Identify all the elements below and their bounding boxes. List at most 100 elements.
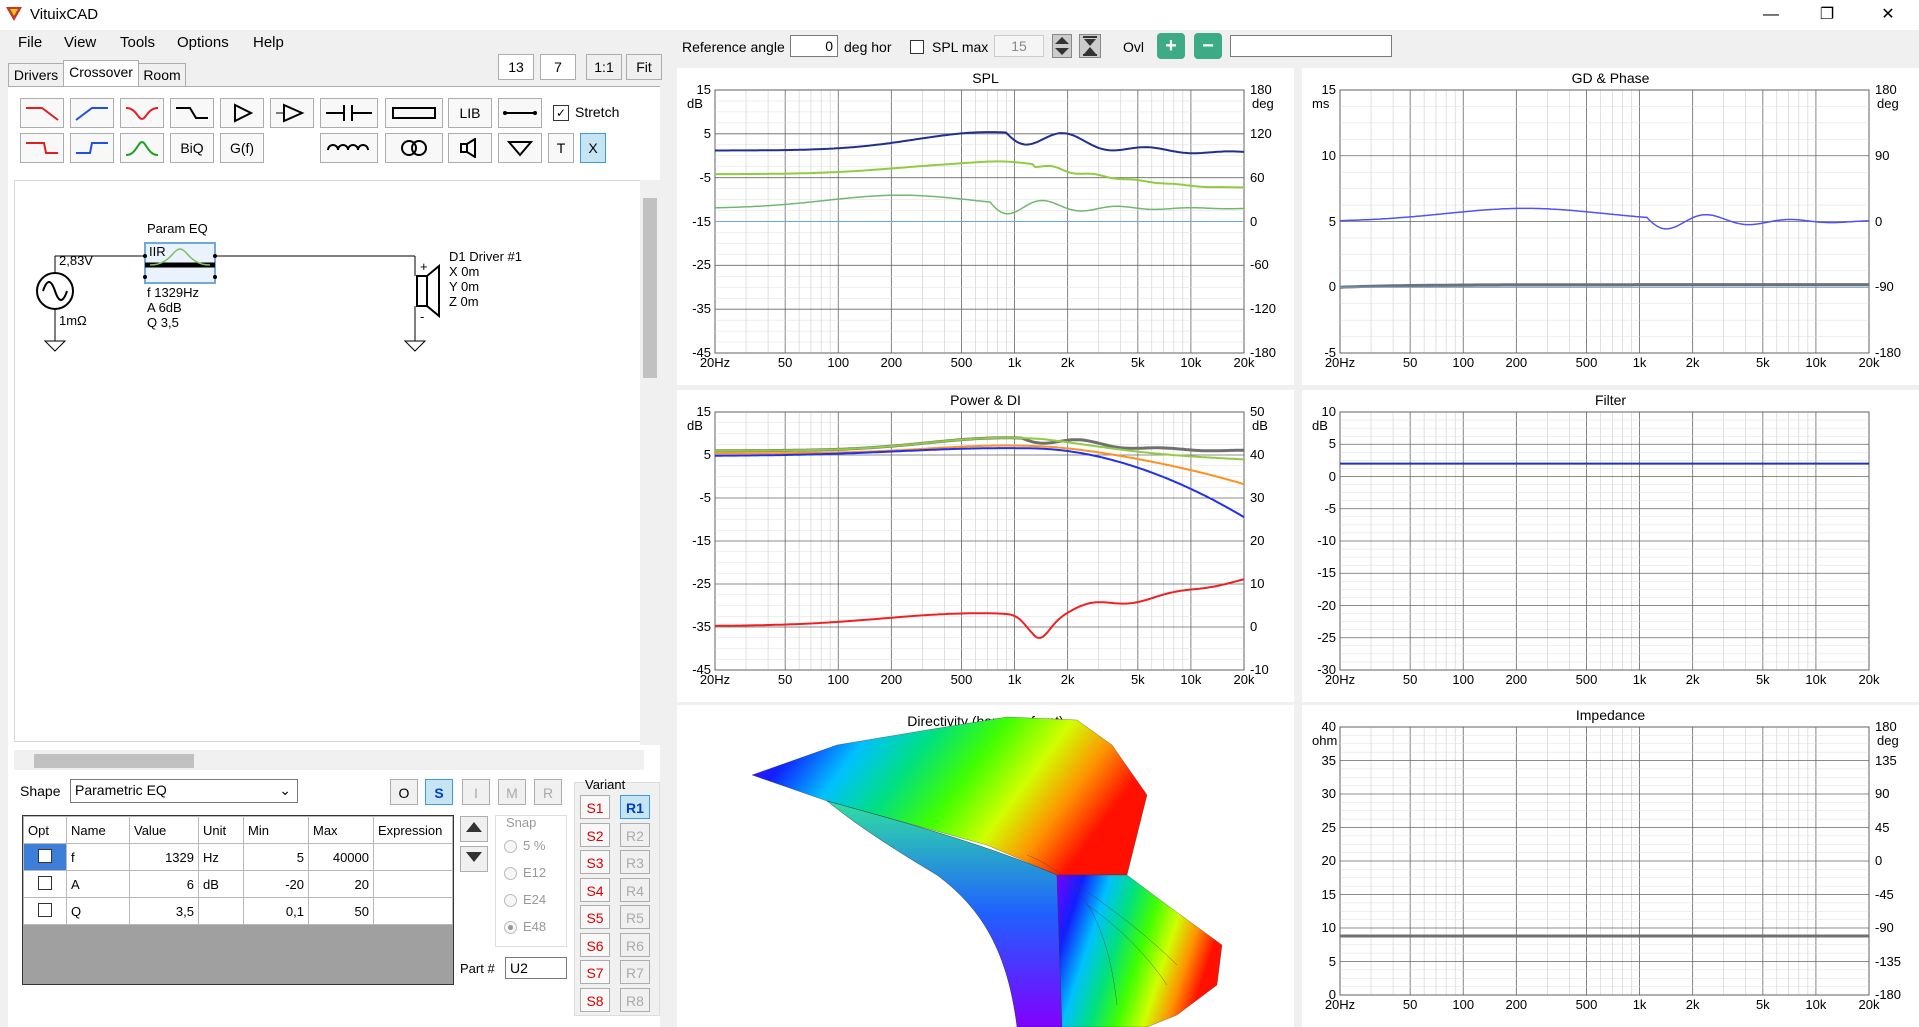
inductor-tool[interactable] <box>320 133 378 163</box>
bandpass-green-tool[interactable] <box>120 133 164 163</box>
table-row[interactable]: Q 3,5 0,1 50 <box>23 897 453 925</box>
move-down-button[interactable] <box>460 846 488 872</box>
zoom-fit-button[interactable]: Fit <box>626 54 662 80</box>
lowpass2-red-tool[interactable] <box>20 133 64 163</box>
r-button[interactable]: R <box>534 779 562 805</box>
param-min[interactable]: -20 <box>243 870 309 898</box>
highpass-blue-tool[interactable] <box>70 98 114 128</box>
cross-tool[interactable]: X <box>580 133 606 163</box>
table-row[interactable]: f 1329 Hz 5 40000 <box>23 843 453 871</box>
part-number-input[interactable]: U2 <box>505 957 567 979</box>
spl-max-checkbox[interactable] <box>910 40 924 54</box>
variant-r5-button[interactable]: R5 <box>620 905 650 929</box>
opt-checkbox[interactable] <box>38 848 52 863</box>
variant-r4-button[interactable]: R4 <box>620 877 650 902</box>
variant-s2-button[interactable]: S2 <box>580 822 610 847</box>
variant-r2-button[interactable]: R2 <box>620 822 650 847</box>
param-value[interactable]: 6 <box>129 870 199 898</box>
i-button[interactable]: I <box>462 779 490 805</box>
driver-name-label[interactable]: D1 Driver #1 <box>449 249 522 264</box>
snap-option-e48[interactable]: E48 <box>504 919 546 935</box>
menu-help[interactable]: Help <box>253 34 284 51</box>
spl-max-reset-icon[interactable] <box>1079 34 1101 58</box>
m-button[interactable]: M <box>498 779 526 805</box>
schematic-canvas[interactable]: 2,83V 1mΩ Param EQ IIR f 1329Hz A 6dB Q … <box>14 180 646 742</box>
transformer-tool[interactable] <box>385 133 443 163</box>
overlay-input[interactable] <box>1230 35 1392 57</box>
peq-title-label[interactable]: Param EQ <box>147 221 208 236</box>
reference-angle-input[interactable]: 0 <box>790 35 838 57</box>
remove-overlay-button[interactable]: − <box>1194 33 1222 59</box>
param-min[interactable]: 0,1 <box>243 897 309 925</box>
ground-tool[interactable] <box>498 133 542 163</box>
snap-option-5pct[interactable]: 5 % <box>504 838 545 854</box>
biquad-button[interactable]: BiQ <box>170 133 214 163</box>
zoom-13-input[interactable]: 13 <box>498 54 534 80</box>
variant-s1-button[interactable]: S1 <box>580 795 610 819</box>
menu-view[interactable]: View <box>64 34 97 51</box>
spl-max-input[interactable]: 15 <box>994 35 1044 57</box>
opamp-tool[interactable] <box>270 98 314 128</box>
variant-r3-button[interactable]: R3 <box>620 850 650 874</box>
stretch-checkbox[interactable]: ✓ <box>553 105 569 121</box>
variant-s8-button[interactable]: S8 <box>580 987 610 1012</box>
param-value[interactable]: 1329 <box>129 843 199 871</box>
param-expression[interactable] <box>373 870 453 898</box>
power-plot[interactable] <box>677 390 1294 702</box>
zoom-7-input[interactable]: 7 <box>540 54 576 80</box>
zoom-1to1-button[interactable]: 1:1 <box>586 54 622 80</box>
move-up-button[interactable] <box>460 816 488 842</box>
variant-r6-button[interactable]: R6 <box>620 932 650 957</box>
o-button[interactable]: O <box>390 779 418 805</box>
variant-s3-button[interactable]: S3 <box>580 850 610 874</box>
variant-r7-button[interactable]: R7 <box>620 960 650 984</box>
speaker-tool[interactable] <box>448 133 492 163</box>
lowpass-red-tool[interactable] <box>20 98 64 128</box>
snap-option-e24[interactable]: E24 <box>504 892 546 908</box>
tab-drivers[interactable]: Drivers <box>8 63 64 86</box>
variant-s6-button[interactable]: S6 <box>580 932 610 957</box>
param-min[interactable]: 5 <box>243 843 309 871</box>
menu-tools[interactable]: Tools <box>120 34 156 51</box>
bandstop-red-tool[interactable] <box>120 98 164 128</box>
variant-r1-button[interactable]: R1 <box>620 795 650 819</box>
variant-s5-button[interactable]: S5 <box>580 905 610 929</box>
param-max[interactable]: 50 <box>308 897 374 925</box>
opt-checkbox[interactable] <box>38 902 52 917</box>
param-expression[interactable] <box>373 843 453 871</box>
filter-plot[interactable] <box>1302 390 1919 702</box>
s-button[interactable]: S <box>425 779 453 805</box>
snap-option-e12[interactable]: E12 <box>504 865 546 881</box>
library-button[interactable]: LIB <box>448 98 492 128</box>
capacitor-tool[interactable] <box>320 98 378 128</box>
close-button[interactable]: ✕ <box>1881 6 1895 23</box>
tab-room[interactable]: Room <box>138 63 186 86</box>
imp-plot[interactable] <box>1302 705 1919 1027</box>
param-value[interactable]: 3,5 <box>129 897 199 925</box>
tab-crossover[interactable]: Crossover <box>63 60 139 86</box>
shelf-tool[interactable] <box>170 98 214 128</box>
highpass2-blue-tool[interactable] <box>70 133 114 163</box>
variant-r8-button[interactable]: R8 <box>620 987 650 1012</box>
gd-plot[interactable] <box>1302 68 1919 385</box>
transfer-function-button[interactable]: G(f) <box>220 133 264 163</box>
opt-checkbox[interactable] <box>38 875 52 890</box>
variant-s4-button[interactable]: S4 <box>580 877 610 902</box>
wire-tool[interactable] <box>498 98 542 128</box>
variant-s7-button[interactable]: S7 <box>580 960 610 984</box>
minimize-button[interactable]: — <box>1763 6 1779 23</box>
param-expression[interactable] <box>373 897 453 925</box>
schematic-horizontal-scrollbar[interactable] <box>14 750 644 770</box>
shape-select[interactable]: Parametric EQ ⌄ <box>70 779 298 803</box>
text-tool[interactable]: T <box>548 133 574 163</box>
resistor-tool[interactable] <box>385 98 443 128</box>
add-overlay-button[interactable]: + <box>1157 33 1185 59</box>
spl-plot[interactable] <box>677 68 1294 385</box>
buffer-tool[interactable] <box>220 98 264 128</box>
menu-file[interactable]: File <box>18 34 43 51</box>
schematic-vertical-scrollbar[interactable] <box>640 180 660 745</box>
param-max[interactable]: 20 <box>308 870 374 898</box>
param-max[interactable]: 40000 <box>308 843 374 871</box>
spl-max-spinner[interactable] <box>1052 34 1072 58</box>
restore-button[interactable]: ❐ <box>1819 6 1835 23</box>
